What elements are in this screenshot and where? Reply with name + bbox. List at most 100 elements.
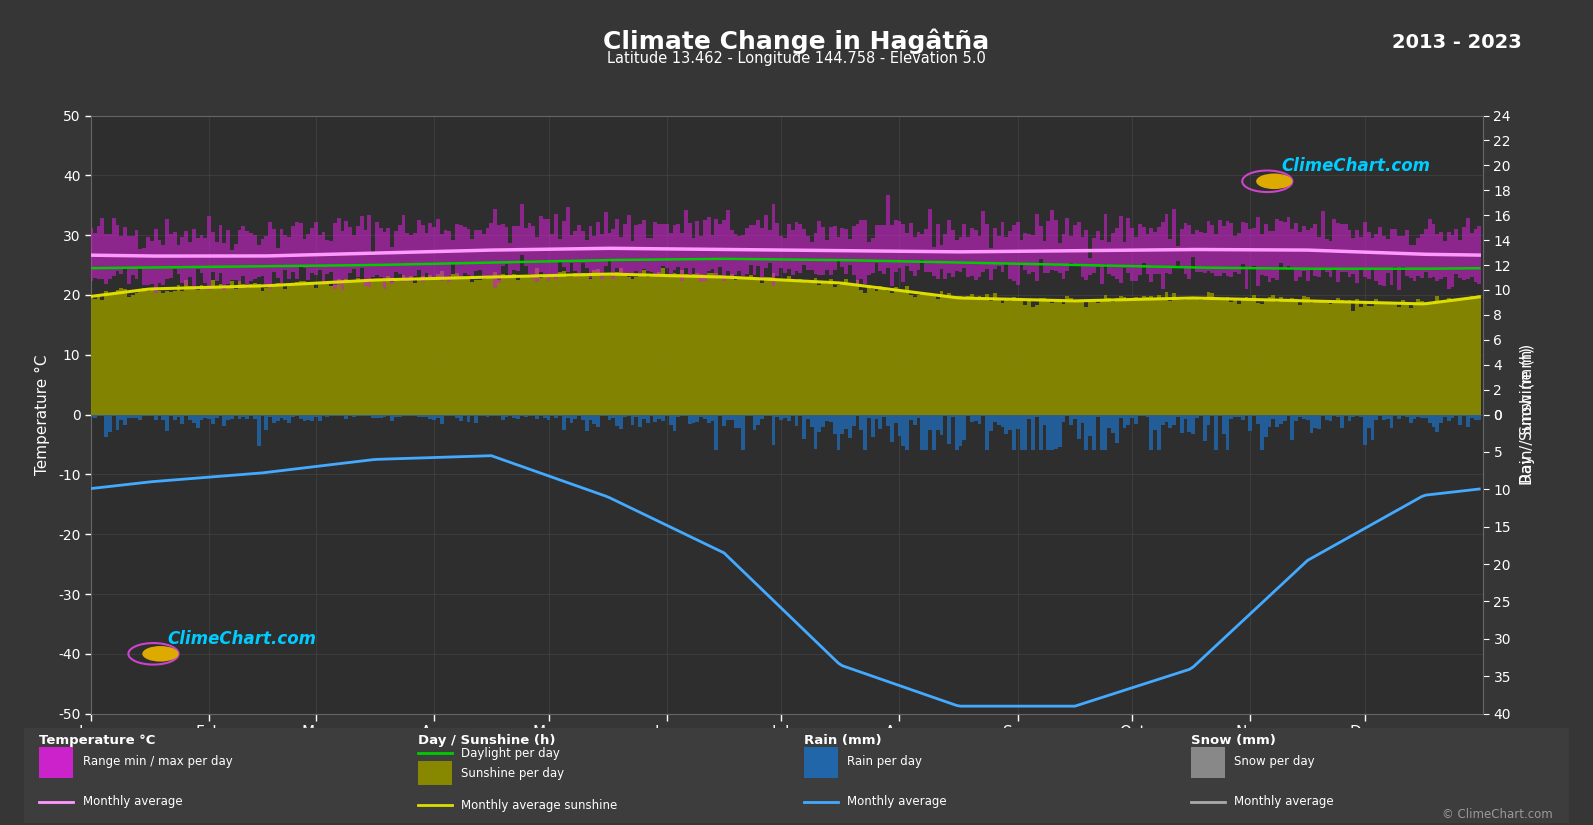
Bar bbox=[1192, 414, 1195, 434]
Bar bbox=[180, 291, 185, 414]
Bar bbox=[1184, 223, 1187, 274]
Bar bbox=[601, 276, 604, 414]
Bar bbox=[779, 236, 784, 268]
Bar bbox=[467, 414, 470, 422]
Bar bbox=[795, 280, 798, 414]
Bar bbox=[155, 414, 158, 421]
Bar bbox=[142, 248, 147, 285]
Bar bbox=[166, 291, 169, 414]
Bar bbox=[910, 295, 913, 414]
Bar bbox=[341, 414, 344, 417]
Bar bbox=[1344, 414, 1348, 417]
Bar bbox=[229, 414, 234, 419]
Bar bbox=[207, 414, 210, 419]
Bar bbox=[191, 229, 196, 288]
Bar bbox=[677, 274, 680, 414]
Bar bbox=[1161, 222, 1164, 289]
Bar bbox=[188, 243, 191, 277]
Bar bbox=[787, 224, 790, 270]
Bar bbox=[973, 414, 978, 421]
Bar bbox=[1432, 304, 1435, 414]
Bar bbox=[519, 204, 524, 255]
Bar bbox=[749, 414, 752, 417]
Bar bbox=[847, 414, 852, 438]
Bar bbox=[210, 414, 215, 424]
Y-axis label: Rain / Snow (mm): Rain / Snow (mm) bbox=[1520, 346, 1534, 483]
Bar bbox=[1287, 414, 1290, 417]
Bar bbox=[108, 234, 112, 279]
Bar bbox=[746, 229, 749, 274]
Bar bbox=[218, 284, 223, 414]
Bar bbox=[1187, 299, 1192, 414]
Bar bbox=[902, 414, 905, 446]
Bar bbox=[1096, 304, 1099, 414]
Bar bbox=[1332, 219, 1337, 268]
Bar bbox=[199, 235, 204, 273]
Bar bbox=[196, 290, 199, 414]
Bar bbox=[204, 238, 207, 283]
Bar bbox=[1055, 414, 1058, 449]
Bar bbox=[1306, 230, 1309, 281]
Bar bbox=[962, 224, 967, 268]
Bar bbox=[462, 414, 467, 417]
Bar bbox=[1093, 414, 1096, 450]
Bar bbox=[669, 414, 672, 426]
Bar bbox=[790, 280, 795, 414]
Bar bbox=[760, 228, 765, 278]
Bar bbox=[1351, 311, 1356, 414]
Bar bbox=[1023, 233, 1027, 270]
Bar bbox=[817, 414, 822, 432]
Bar bbox=[1077, 301, 1080, 414]
Bar bbox=[1176, 298, 1180, 414]
Bar bbox=[387, 276, 390, 414]
Bar bbox=[311, 228, 314, 273]
Bar bbox=[306, 282, 311, 414]
Bar bbox=[696, 273, 699, 414]
Bar bbox=[951, 229, 954, 276]
Bar bbox=[1206, 292, 1211, 414]
Bar bbox=[1153, 232, 1157, 274]
Bar bbox=[558, 414, 562, 417]
Bar bbox=[1195, 296, 1200, 414]
Circle shape bbox=[142, 646, 178, 662]
Bar bbox=[1123, 297, 1126, 414]
Bar bbox=[191, 414, 196, 423]
Bar bbox=[436, 219, 440, 276]
Bar bbox=[287, 414, 292, 423]
Bar bbox=[500, 224, 505, 266]
Bar bbox=[1301, 414, 1306, 419]
Bar bbox=[1344, 224, 1348, 271]
Bar bbox=[1115, 414, 1118, 444]
Bar bbox=[959, 237, 962, 272]
Bar bbox=[752, 414, 757, 430]
Bar bbox=[577, 225, 581, 277]
Bar bbox=[863, 220, 867, 284]
Bar bbox=[150, 241, 155, 284]
Bar bbox=[268, 414, 272, 417]
Bar bbox=[448, 414, 451, 417]
Bar bbox=[1214, 297, 1219, 414]
Bar bbox=[1419, 301, 1424, 414]
Bar bbox=[768, 230, 771, 263]
Bar bbox=[204, 414, 207, 417]
Bar bbox=[604, 212, 607, 266]
Bar bbox=[1378, 414, 1383, 417]
Bar bbox=[1123, 242, 1126, 268]
Bar bbox=[910, 414, 913, 420]
Bar bbox=[726, 414, 730, 420]
Bar bbox=[1427, 304, 1432, 414]
Bar bbox=[1329, 241, 1332, 277]
Bar bbox=[718, 275, 722, 414]
Bar bbox=[997, 414, 1000, 425]
Bar bbox=[1348, 299, 1351, 414]
Bar bbox=[1370, 306, 1375, 414]
Bar bbox=[986, 414, 989, 450]
Bar bbox=[185, 414, 188, 417]
Bar bbox=[615, 219, 620, 267]
Bar bbox=[344, 221, 349, 280]
Bar bbox=[295, 222, 299, 279]
Bar bbox=[532, 414, 535, 417]
Text: Snow per day: Snow per day bbox=[1235, 756, 1314, 768]
Bar bbox=[787, 276, 790, 414]
Bar bbox=[1211, 225, 1214, 273]
